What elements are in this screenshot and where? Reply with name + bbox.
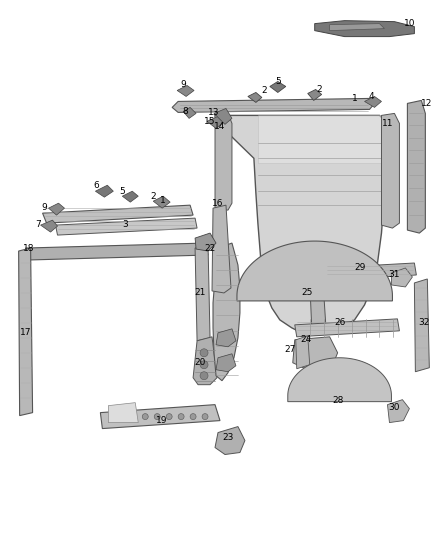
Circle shape — [190, 414, 196, 419]
Text: 10: 10 — [404, 19, 415, 28]
Polygon shape — [414, 279, 429, 372]
Text: 5: 5 — [275, 77, 281, 86]
Polygon shape — [195, 245, 210, 341]
Polygon shape — [215, 116, 388, 335]
Polygon shape — [215, 426, 245, 455]
Text: 8: 8 — [182, 107, 188, 116]
Polygon shape — [193, 337, 217, 385]
Polygon shape — [296, 336, 310, 369]
Text: 6: 6 — [94, 181, 99, 190]
Polygon shape — [183, 108, 196, 118]
Polygon shape — [213, 243, 240, 381]
Polygon shape — [215, 114, 232, 210]
Circle shape — [200, 349, 208, 357]
Circle shape — [202, 414, 208, 419]
Polygon shape — [100, 405, 220, 429]
Polygon shape — [308, 90, 321, 100]
Text: 31: 31 — [389, 270, 400, 279]
Polygon shape — [153, 196, 170, 208]
Polygon shape — [258, 116, 384, 163]
Text: 11: 11 — [381, 119, 393, 128]
Polygon shape — [195, 233, 216, 251]
Polygon shape — [237, 241, 392, 301]
Polygon shape — [25, 243, 208, 260]
Polygon shape — [95, 185, 113, 197]
Text: 25: 25 — [301, 288, 312, 297]
Polygon shape — [364, 96, 381, 108]
Polygon shape — [407, 100, 425, 233]
Text: 13: 13 — [208, 108, 220, 117]
Text: 26: 26 — [334, 318, 345, 327]
Polygon shape — [41, 220, 57, 232]
Text: 32: 32 — [419, 318, 430, 327]
Polygon shape — [42, 205, 193, 223]
Circle shape — [178, 414, 184, 419]
Text: 17: 17 — [20, 328, 32, 337]
Text: 1: 1 — [352, 94, 357, 103]
Polygon shape — [216, 354, 236, 372]
Polygon shape — [248, 92, 262, 102]
Polygon shape — [388, 400, 410, 423]
Polygon shape — [172, 99, 374, 112]
Text: 27: 27 — [284, 345, 296, 354]
Polygon shape — [207, 116, 224, 128]
Polygon shape — [49, 203, 64, 215]
Text: 14: 14 — [214, 122, 226, 131]
Polygon shape — [19, 248, 32, 416]
Text: 3: 3 — [123, 220, 128, 229]
Text: 16: 16 — [212, 199, 224, 208]
Polygon shape — [325, 263, 417, 280]
Text: 24: 24 — [300, 335, 311, 344]
Text: 18: 18 — [23, 244, 34, 253]
Polygon shape — [108, 402, 138, 423]
Circle shape — [200, 361, 208, 369]
Text: 2: 2 — [150, 192, 156, 201]
Circle shape — [154, 414, 160, 419]
Polygon shape — [330, 23, 385, 30]
Text: 21: 21 — [194, 288, 206, 297]
Text: 1: 1 — [160, 196, 166, 205]
Polygon shape — [214, 108, 232, 124]
Text: 9: 9 — [180, 80, 186, 89]
Polygon shape — [216, 329, 236, 347]
Text: 23: 23 — [222, 433, 233, 442]
Text: 20: 20 — [194, 358, 206, 367]
Text: 15: 15 — [204, 117, 216, 126]
Polygon shape — [56, 218, 197, 235]
Polygon shape — [288, 358, 392, 402]
Text: 5: 5 — [120, 187, 125, 196]
Circle shape — [166, 414, 172, 419]
Text: 28: 28 — [332, 396, 343, 405]
Polygon shape — [270, 82, 286, 92]
Text: 7: 7 — [36, 220, 42, 229]
Polygon shape — [392, 268, 413, 287]
Text: 4: 4 — [369, 92, 374, 101]
Text: 30: 30 — [389, 403, 400, 412]
Circle shape — [200, 372, 208, 379]
Polygon shape — [177, 85, 194, 96]
Polygon shape — [122, 191, 138, 202]
Text: 22: 22 — [205, 244, 215, 253]
Polygon shape — [381, 114, 399, 228]
Polygon shape — [310, 277, 326, 327]
Text: 12: 12 — [420, 99, 432, 108]
Polygon shape — [295, 319, 399, 337]
Text: 2: 2 — [316, 85, 321, 94]
Circle shape — [142, 414, 148, 419]
Text: 9: 9 — [42, 203, 47, 212]
Text: 2: 2 — [261, 86, 267, 95]
Text: 29: 29 — [354, 263, 365, 272]
Polygon shape — [314, 21, 414, 37]
Polygon shape — [293, 337, 338, 371]
Polygon shape — [212, 205, 231, 293]
Text: 19: 19 — [156, 416, 168, 425]
